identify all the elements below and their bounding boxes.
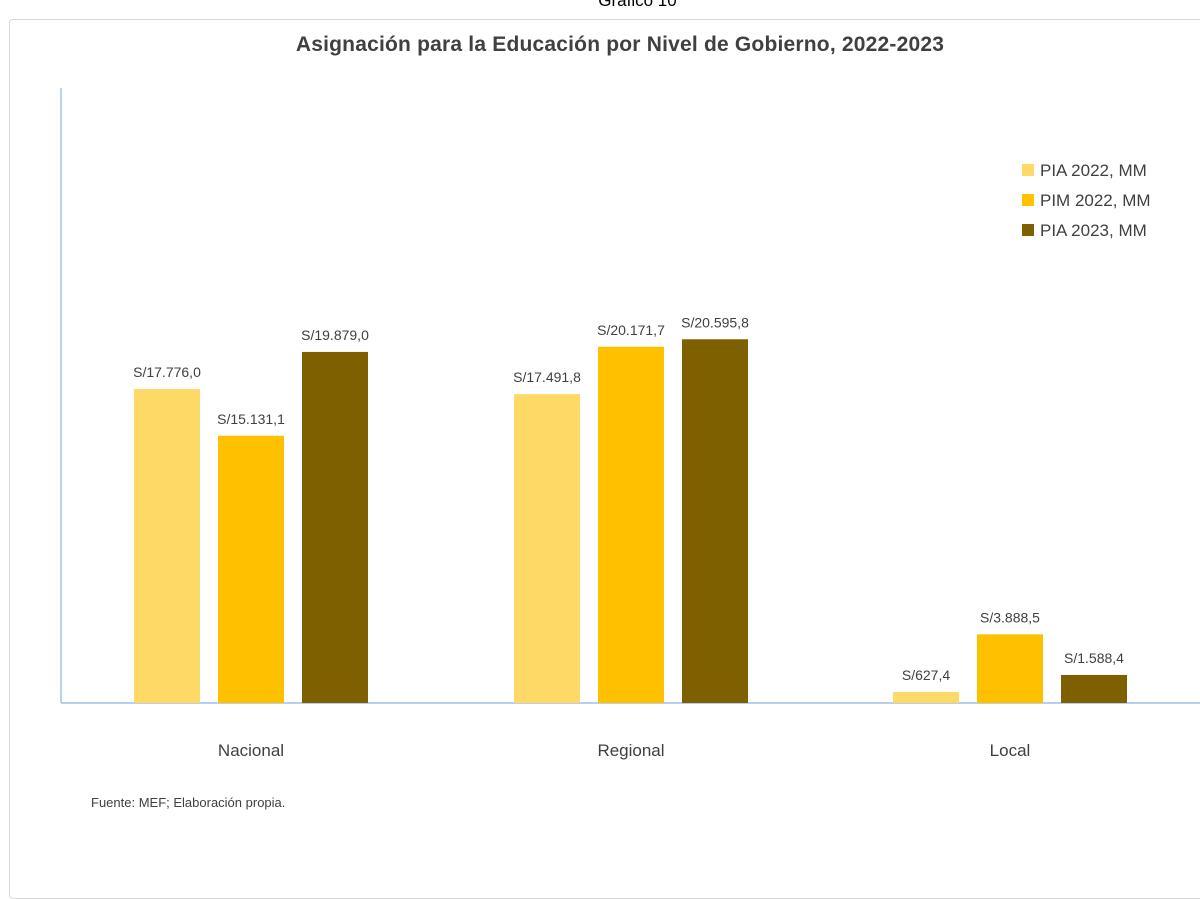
bar-nacional-pia-2023-mm bbox=[302, 351, 368, 703]
data-label-local-pim-2022-mm: S/3.888,5 bbox=[980, 609, 1040, 625]
legend-swatch-pim-2022-mm bbox=[1022, 194, 1034, 206]
data-label-regional-pia-2023-mm: S/20.595,8 bbox=[681, 314, 749, 330]
bar-regional-pia-2022-mm bbox=[514, 394, 580, 703]
legend-label-pia-2022-mm: PIA 2022, MM bbox=[1040, 161, 1147, 180]
legend-swatch-pia-2022-mm bbox=[1022, 164, 1034, 176]
data-label-nacional-pim-2022-mm: S/15.131,1 bbox=[217, 411, 285, 427]
data-label-nacional-pia-2022-mm: S/17.776,0 bbox=[133, 364, 201, 380]
bar-local-pim-2022-mm bbox=[977, 634, 1043, 703]
bar-local-pia-2023-mm bbox=[1061, 674, 1127, 703]
data-label-local-pia-2022-mm: S/627,4 bbox=[902, 667, 950, 683]
x-tick-labels-group: Nacional Regional Local bbox=[218, 741, 1030, 760]
bar-nacional-pia-2022-mm bbox=[134, 389, 200, 703]
chart-title: Asignación para la Educación por Nivel d… bbox=[295, 33, 945, 56]
bar-local-pia-2022-mm bbox=[893, 691, 959, 703]
data-label-local-pia-2023-mm: S/1.588,4 bbox=[1064, 650, 1124, 666]
data-labels-group: S/17.776,0 S/15.131,1 S/19.879,0 S/17.491,8… bbox=[133, 314, 1124, 683]
x-tick-label-local: Local bbox=[990, 741, 1031, 760]
bar-nacional-pim-2022-mm bbox=[218, 435, 284, 703]
data-label-regional-pia-2022-mm: S/17.491,8 bbox=[513, 369, 581, 385]
legend-label-pim-2022-mm: PIM 2022, MM bbox=[1040, 191, 1151, 210]
legend-label-pia-2023-mm: PIA 2023, MM bbox=[1040, 221, 1147, 240]
bar-chart: S/17.776,0 S/15.131,1 S/19.879,0 S/17.491,8… bbox=[60, 88, 1200, 760]
figure-caption: Gráfico 10 bbox=[598, 0, 677, 10]
legend: PIA 2022, MM PIM 2022, MM PIA 2023, MM bbox=[1022, 161, 1151, 240]
bars-group bbox=[134, 339, 1127, 703]
data-label-nacional-pia-2023-mm: S/19.879,0 bbox=[301, 327, 369, 343]
legend-swatch-pia-2023-mm bbox=[1022, 224, 1034, 236]
bar-regional-pim-2022-mm bbox=[598, 346, 664, 703]
bar-regional-pia-2023-mm bbox=[682, 339, 748, 703]
data-label-regional-pim-2022-mm: S/20.171,7 bbox=[597, 322, 665, 338]
x-tick-label-nacional: Nacional bbox=[218, 741, 284, 760]
x-tick-label-regional: Regional bbox=[597, 741, 664, 760]
source-note: Fuente: MEF; Elaboración propia. bbox=[91, 795, 286, 810]
